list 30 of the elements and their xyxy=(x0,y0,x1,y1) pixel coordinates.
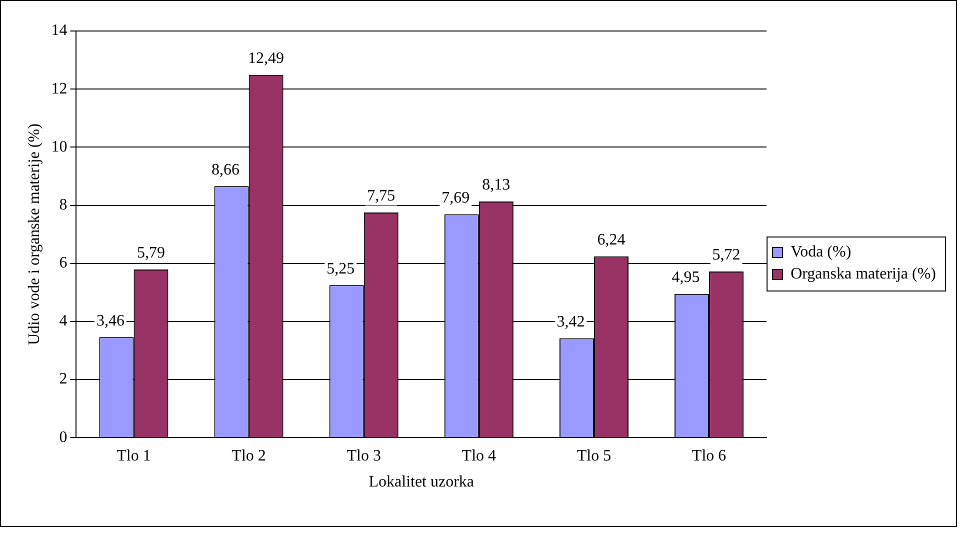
data-label: 6,24 xyxy=(597,232,626,249)
x-tick-label: Tlo 2 xyxy=(232,447,266,464)
y-tick-label: 14 xyxy=(51,22,68,40)
y-tick-label: 2 xyxy=(59,370,68,388)
data-label: 7,75 xyxy=(367,188,396,205)
x-tick-label: Tlo 3 xyxy=(346,447,381,464)
y-tick-label: 0 xyxy=(59,428,68,446)
data-label: 8,13 xyxy=(482,176,510,194)
y-tick-label: 8 xyxy=(59,196,68,214)
legend-label: Organska materija (%) xyxy=(790,266,936,283)
y-tick-label: 6 xyxy=(59,254,68,272)
data-label: 7,69 xyxy=(442,189,470,206)
data-label: 4,95 xyxy=(672,269,700,286)
x-tick-label: Tlo 5 xyxy=(576,447,612,464)
y-tick-label: 4 xyxy=(59,312,68,330)
data-label: 8,66 xyxy=(212,161,240,178)
y-tick-label: 10 xyxy=(51,138,68,156)
y-tick-label: 12 xyxy=(51,80,68,98)
legend-label: Voda (%) xyxy=(790,244,852,261)
x-axis-title: Lokalitet uzorka xyxy=(368,474,474,491)
data-label: 3,42 xyxy=(556,313,585,330)
x-tick-label: Tlo 4 xyxy=(462,447,496,464)
data-label: 5,25 xyxy=(326,260,355,278)
data-label: 5,79 xyxy=(136,244,165,262)
x-tick-label: Tlo 1 xyxy=(116,447,151,464)
data-label: 5,72 xyxy=(712,246,740,264)
x-tick-label: Tlo 6 xyxy=(692,447,726,464)
y-axis-title: Udio vode i organske materije (%) xyxy=(26,124,43,346)
data-label: 12,49 xyxy=(248,50,284,68)
data-label: 3,46 xyxy=(96,312,124,330)
